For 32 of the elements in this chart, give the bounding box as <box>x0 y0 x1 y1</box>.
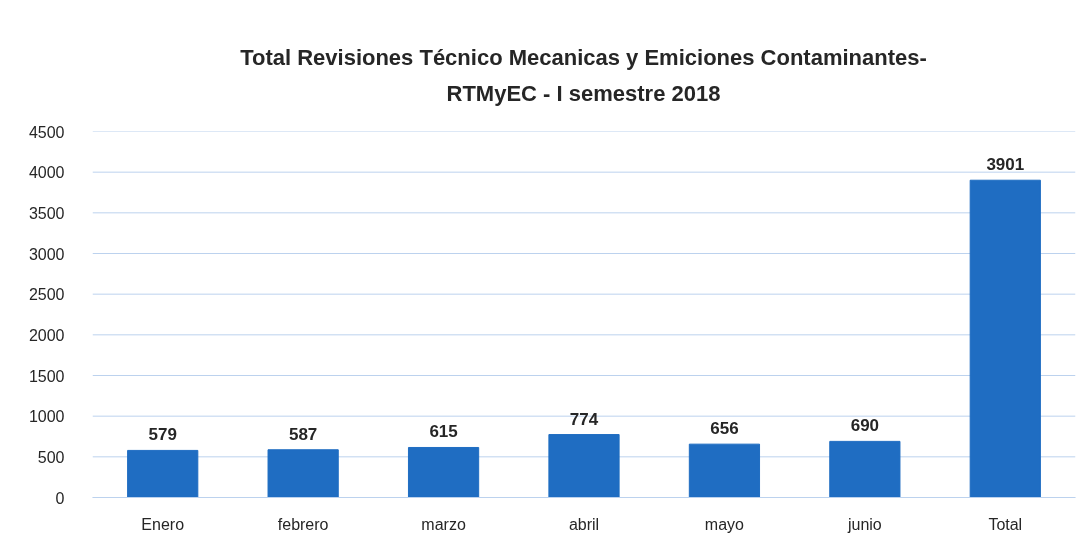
data-label: 3901 <box>986 155 1025 175</box>
chart-title: Total Revisiones Técnico Mecanicas y Emiciones Contaminantes- RTMyEC - I semestre 2018 <box>240 44 927 108</box>
bar <box>548 434 620 498</box>
bar <box>127 449 199 498</box>
y-tick-label: 0 <box>55 489 65 507</box>
x-tick-label: abril <box>568 515 600 533</box>
x-tick-label: marzo <box>421 515 466 533</box>
y-tick-label: 500 <box>37 448 65 466</box>
data-label: 615 <box>429 422 458 442</box>
x-tick-label: Enero <box>141 515 185 533</box>
x-tick-label: febrero <box>277 515 329 533</box>
bar <box>407 446 480 498</box>
y-tick-label: 4500 <box>28 123 65 141</box>
bar <box>688 443 761 498</box>
data-label: 587 <box>288 424 318 444</box>
y-tick-label: 4000 <box>28 164 65 182</box>
data-label: 579 <box>148 425 177 445</box>
bar <box>969 179 1041 498</box>
y-tick-label: 1000 <box>28 408 65 426</box>
y-tick-label: 3500 <box>28 204 65 222</box>
bar <box>267 449 339 498</box>
data-label: 690 <box>850 416 880 436</box>
x-tick-label: mayo <box>704 515 745 533</box>
y-tick-label: 1500 <box>28 367 65 385</box>
y-tick-label: 2000 <box>28 326 65 344</box>
y-tick-label: 2500 <box>28 286 65 304</box>
bar <box>829 440 901 498</box>
data-label: 656 <box>710 419 739 439</box>
x-tick-label: Total <box>988 515 1023 533</box>
data-label: 774 <box>569 409 599 429</box>
x-tick-label: junio <box>846 515 882 533</box>
y-tick-label: 3000 <box>28 245 65 263</box>
